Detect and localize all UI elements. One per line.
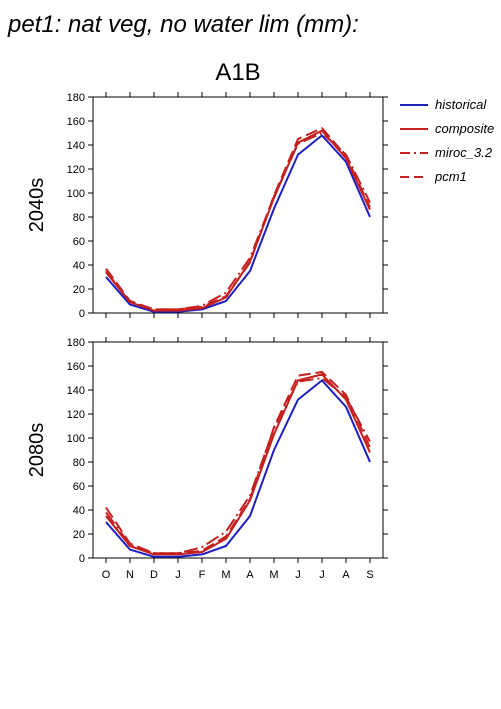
plot-frame (92, 96, 384, 314)
y-tick-label: 100 (67, 433, 85, 445)
panel-2080s: 0 20 40 60 80 100 120 140 160 180 O N D J F M A M J J A S (67, 337, 388, 581)
y-tick-label: 180 (67, 337, 85, 349)
panel-2040s: 0 20 40 60 80 100 120 140 160 180 (67, 92, 388, 320)
legend-label: composite (435, 121, 494, 136)
y-tick-label: 60 (73, 481, 85, 493)
row-label-2040s: 2040s (26, 178, 48, 233)
x-tick-label: S (366, 569, 373, 581)
plot-frame (92, 341, 384, 559)
y-tick-label: 120 (67, 164, 85, 176)
legend-label: historical (435, 97, 487, 112)
x-tick-label: A (246, 569, 254, 581)
y-tick-label: 40 (73, 260, 85, 272)
y-tick-label: 80 (73, 457, 85, 469)
y-tick-label: 60 (73, 236, 85, 248)
x-tick-label: F (199, 569, 206, 581)
y-tick-label: 0 (79, 553, 85, 565)
x-tick-label: M (221, 569, 230, 581)
y-tick-label: 140 (67, 385, 85, 397)
y-tick-label: 20 (73, 284, 85, 296)
x-tick-label: J (295, 569, 301, 581)
y-tick-label: 0 (79, 308, 85, 320)
y-tick-label: 140 (67, 140, 85, 152)
x-tick-label: M (269, 569, 278, 581)
legend-label: pcm1 (434, 169, 467, 184)
y-tick-label: 80 (73, 212, 85, 224)
y-tick-label: 120 (67, 409, 85, 421)
x-tick-label: J (175, 569, 181, 581)
x-tick-label: N (126, 569, 134, 581)
y-tick-label: 100 (67, 188, 85, 200)
x-tick-label: D (150, 569, 158, 581)
scenario-title: A1B (215, 59, 260, 86)
legend-label: miroc_3.2 (435, 145, 493, 160)
legend: historical composite miroc_3.2 pcm1 (400, 97, 494, 184)
series-line-composite (105, 129, 371, 312)
series-line-historical (105, 379, 371, 558)
series-line-pcm1 (105, 371, 371, 555)
series-line-miroc-3-2 (105, 132, 371, 311)
y-tick-label: 160 (67, 361, 85, 373)
series-line-composite (105, 373, 371, 556)
row-label-2080s: 2080s (26, 423, 48, 478)
y-tick-label: 20 (73, 529, 85, 541)
series-line-historical (105, 134, 371, 313)
series-line-miroc-3-2 (105, 377, 371, 555)
series-line-pcm1 (105, 127, 371, 311)
y-tick-label: 180 (67, 92, 85, 104)
x-tick-label: J (319, 569, 325, 581)
y-tick-label: 40 (73, 505, 85, 517)
x-tick-label: A (342, 569, 350, 581)
figure-title: pet1: nat veg, no water lim (mm): (7, 11, 359, 38)
x-tick-label: O (102, 569, 111, 581)
y-tick-label: 160 (67, 116, 85, 128)
